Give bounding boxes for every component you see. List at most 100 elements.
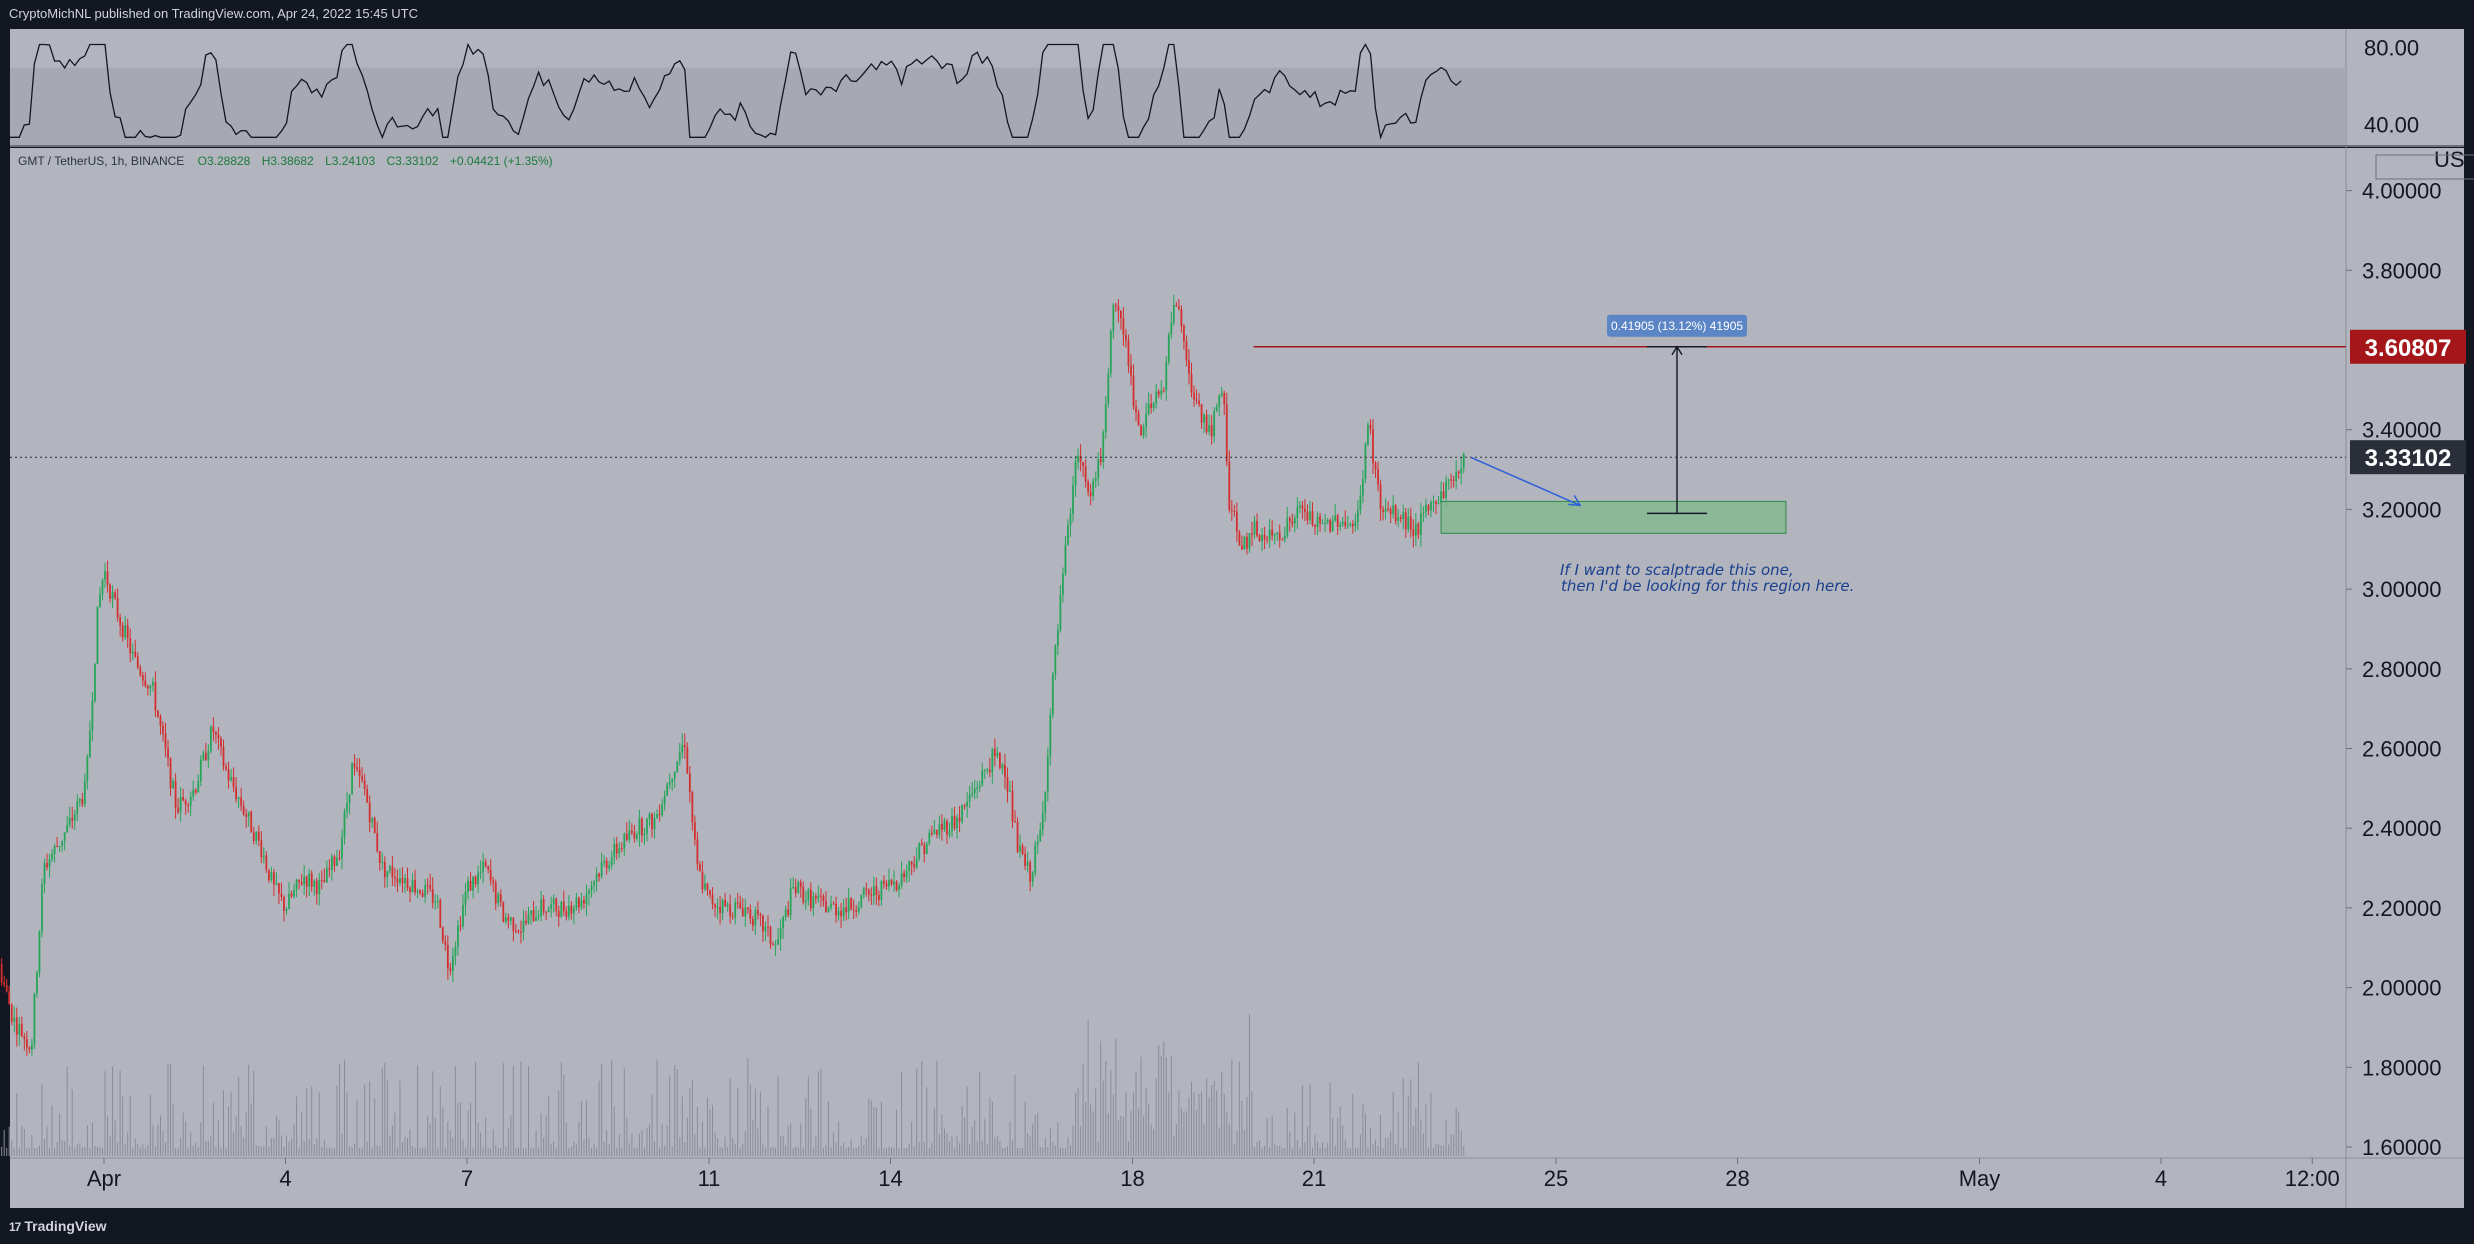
candle-body (281, 894, 283, 897)
entry-zone-box (1441, 501, 1786, 533)
candle-body (3, 982, 5, 984)
candle-body (223, 747, 225, 767)
candle-body (1024, 854, 1026, 866)
candle-body (1112, 305, 1114, 332)
target-price-label: 3.60807 (2365, 335, 2452, 362)
x-tick-label: 28 (1725, 1166, 1749, 1191)
candle-body (1367, 425, 1369, 444)
candle-body (754, 910, 756, 925)
candle-body (1412, 529, 1414, 535)
candle-body (699, 864, 701, 871)
candle-body (593, 882, 595, 886)
candle-body (21, 1024, 23, 1037)
candle-body (137, 657, 139, 668)
candle-body (1090, 492, 1092, 496)
candle-body (946, 821, 948, 835)
candle-body (31, 1045, 33, 1050)
candle-body (1123, 318, 1125, 334)
candle-body (480, 872, 482, 873)
x-tick-label: 11 (698, 1166, 721, 1191)
candle-body (1342, 522, 1344, 525)
candle-body (691, 792, 693, 822)
candle-body (1375, 463, 1377, 469)
candle-body (1417, 524, 1419, 535)
candle-body (1463, 454, 1465, 468)
y-tick-label: 3.80000 (2362, 258, 2442, 283)
candle-body (820, 896, 822, 897)
candle-body (1354, 522, 1356, 526)
candle-body (167, 748, 169, 758)
candle-body (1049, 714, 1051, 756)
candle-body (1105, 404, 1107, 433)
candle-body (538, 916, 540, 917)
x-tick-label: May (1959, 1166, 2001, 1191)
x-tick-label: 4 (2155, 1166, 2167, 1191)
candle-body (767, 927, 769, 928)
candle-body (263, 856, 265, 858)
y-tick-label: 2.20000 (2362, 896, 2442, 921)
candle-body (1206, 415, 1208, 432)
candle-body (515, 931, 517, 932)
candle-body (772, 944, 774, 945)
candle-body (974, 789, 976, 793)
candle-body (1120, 311, 1122, 318)
candle-body (1039, 830, 1041, 842)
candle-body (397, 879, 399, 883)
candle-body (565, 911, 567, 916)
candle-body (1193, 393, 1195, 400)
candle-body (417, 890, 419, 892)
candle-body (1150, 404, 1152, 408)
candle-body (39, 931, 41, 972)
candle-body (1223, 393, 1225, 404)
candle-body (369, 802, 371, 822)
candle-body (64, 832, 66, 841)
candle-body (132, 652, 134, 654)
candle-body (1196, 400, 1198, 401)
candle-body (432, 889, 434, 903)
candle-body (99, 594, 101, 606)
publisher-text: CryptoMichNL published on TradingView.co… (0, 6, 418, 21)
candle-body (439, 900, 441, 927)
candle-body (197, 781, 199, 792)
candle-body (273, 872, 275, 884)
candle-body (152, 682, 154, 685)
candle-body (404, 878, 406, 883)
candle-body (424, 885, 426, 897)
candle-body (518, 931, 520, 932)
candle-body (818, 896, 820, 899)
candle-body (225, 767, 227, 770)
candle-body (770, 927, 772, 944)
candle-body (944, 821, 946, 830)
candle-body (601, 862, 603, 876)
candle-body (248, 812, 250, 817)
candle-body (1072, 485, 1074, 514)
candle-body (79, 799, 81, 801)
candle-body (323, 880, 325, 882)
candle-body (467, 881, 469, 892)
candle-body (1160, 390, 1162, 394)
candle-body (908, 862, 910, 872)
candle-body (1125, 335, 1127, 341)
candle-body (1130, 366, 1132, 376)
candle-body (155, 682, 157, 711)
candle-body (1296, 507, 1298, 518)
candle-body (182, 797, 184, 800)
candle-body (16, 1018, 18, 1035)
candle-body (8, 991, 10, 1004)
candle-body (1022, 846, 1024, 854)
candle-body (1271, 530, 1273, 536)
candle-body (107, 571, 109, 584)
candle-body (84, 781, 86, 804)
candle-body (36, 972, 38, 993)
candle-body (1261, 535, 1263, 542)
candle-body (1294, 518, 1296, 523)
candle-body (313, 881, 315, 887)
candle-body (591, 885, 593, 890)
candle-body (512, 918, 514, 931)
candle-body (1448, 479, 1450, 480)
candle-body (1145, 414, 1147, 427)
legend-open: O3.28828 (198, 154, 251, 168)
candle-body (1428, 505, 1430, 510)
